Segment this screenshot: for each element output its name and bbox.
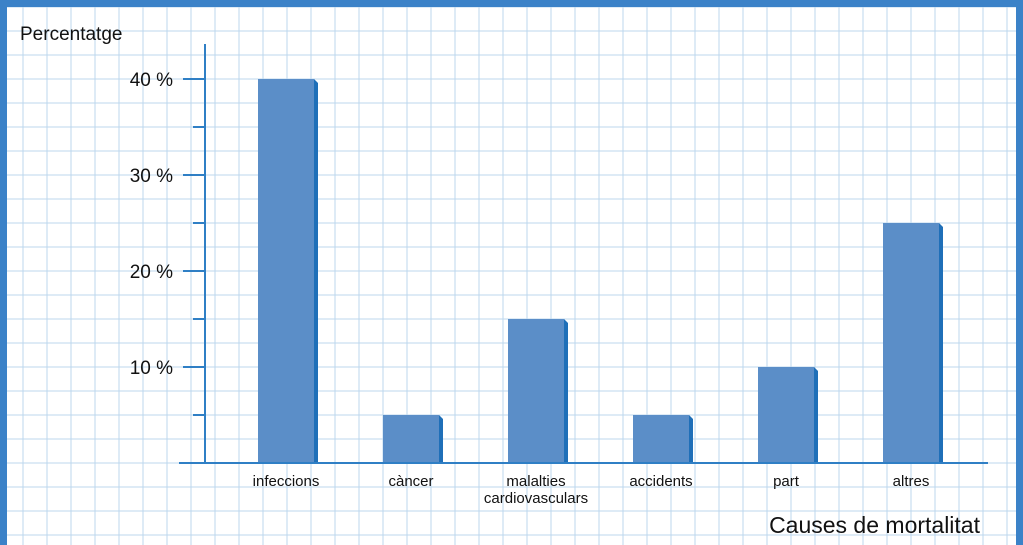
bars bbox=[258, 79, 943, 463]
bar-front bbox=[258, 79, 314, 463]
y-tick-label: 30 % bbox=[130, 166, 173, 187]
bar bbox=[383, 415, 443, 463]
bar-chart: 10 % 20 % 30 % 40 % infeccions càncer malalti… bbox=[7, 7, 1016, 545]
bar-side bbox=[564, 319, 568, 463]
bar-side bbox=[689, 415, 693, 463]
x-tick-labels: infeccions càncer malalties cardiovasculars… bbox=[253, 473, 930, 507]
bar-front bbox=[508, 319, 564, 463]
bar bbox=[258, 79, 318, 463]
bar bbox=[883, 223, 943, 463]
y-tick-label: 10 % bbox=[130, 358, 173, 379]
x-tick-label: infeccions bbox=[253, 473, 320, 490]
bar-front bbox=[758, 367, 814, 463]
y-axis-title: Percentatge bbox=[20, 24, 122, 45]
bar-side bbox=[814, 367, 818, 463]
chart-frame: 10 % 20 % 30 % 40 % infeccions càncer malalti… bbox=[7, 7, 1016, 545]
y-ticks: 10 % 20 % 30 % 40 % bbox=[130, 70, 205, 416]
x-axis-title: Causes de mortalitat bbox=[769, 512, 981, 538]
bar-front bbox=[383, 415, 439, 463]
bar-side bbox=[439, 415, 443, 463]
bar bbox=[508, 319, 568, 463]
bar-side bbox=[939, 223, 943, 463]
bar bbox=[758, 367, 818, 463]
y-tick-label: 20 % bbox=[130, 262, 173, 283]
axes bbox=[179, 44, 988, 464]
x-tick-label: càncer bbox=[388, 473, 433, 490]
x-tick-label: accidents bbox=[629, 473, 692, 490]
bar bbox=[633, 415, 693, 463]
x-tick-label: part bbox=[773, 473, 800, 490]
bar-side bbox=[314, 79, 318, 463]
x-tick-label: malalties cardiovasculars bbox=[484, 473, 588, 507]
x-tick-label: altres bbox=[893, 473, 930, 490]
y-tick-label: 40 % bbox=[130, 70, 173, 91]
bar-front bbox=[633, 415, 689, 463]
bar-front bbox=[883, 223, 939, 463]
